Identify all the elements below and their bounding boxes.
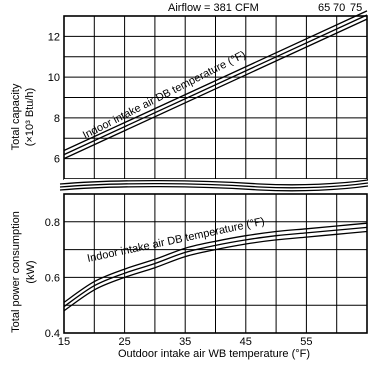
- chart-title: Airflow = 381 CFM: [168, 2, 259, 14]
- power-series-70: [63, 226, 368, 308]
- capacity-curves: [63, 10, 368, 160]
- x-tick-label: 45: [240, 336, 252, 348]
- capacity-y-label-line2: (×10³ Btu/h): [24, 88, 36, 146]
- capacity-y-label-line1: Total capacity: [10, 83, 22, 150]
- x-tick-label: 35: [179, 336, 191, 348]
- series-label-70: 70: [333, 2, 345, 14]
- power-curves: [63, 222, 368, 312]
- capacity-y-tick-label: 6: [54, 154, 60, 166]
- capacity-y-tick-label: 10: [48, 72, 60, 84]
- series-label-65: 65: [318, 2, 330, 14]
- x-tick-label: 15: [58, 336, 70, 348]
- capacity-y-tick-label: 12: [48, 31, 60, 43]
- x-axis-label: Outdoor intake air WB temperature (°F): [118, 348, 310, 360]
- x-tick-label: 55: [300, 336, 312, 348]
- break-line-top-1: [59, 179, 368, 186]
- capacity-y-ticks: 6 8 10 12: [48, 31, 60, 165]
- break-line-top-3: [59, 185, 368, 192]
- power-annotation: Indoor intake air DB temperature (°F): [86, 216, 266, 265]
- power-plot-frame: [63, 193, 368, 334]
- break-line-top-2: [59, 182, 368, 189]
- capacity-series-70: [63, 14, 368, 156]
- series-label-75: 75: [350, 2, 362, 14]
- capacity-y-tick-label: 8: [54, 113, 60, 125]
- capacity-series-65: [63, 18, 368, 160]
- power-y-tick-label: 0.4: [45, 328, 60, 340]
- power-panel: 0.4 0.6 0.8 15 25 35 45 55 Total power consump…: [10, 193, 368, 360]
- x-tick-label: 25: [118, 336, 130, 348]
- capacity-series-75: [63, 10, 368, 152]
- power-y-tick-label: 0.6: [45, 272, 60, 284]
- capacity-panel: 6 8 10 12 Airflow = 381 CFM 65 70 75 Total …: [10, 2, 368, 180]
- power-x-ticks: 15 25 35 45 55: [58, 336, 313, 348]
- power-y-ticks: 0.4 0.6 0.8: [45, 217, 60, 340]
- power-series-65: [63, 230, 368, 312]
- power-y-label-line1: Total power consumption: [10, 211, 22, 333]
- power-y-label-line2: (kW): [25, 260, 37, 283]
- capacity-grid: [64, 16, 367, 179]
- power-y-tick-label: 0.8: [45, 217, 60, 229]
- capacity-annotation: Indoor intake air DB temperature (°F): [81, 49, 248, 142]
- power-series-75: [63, 222, 368, 303]
- power-grid: [64, 194, 367, 333]
